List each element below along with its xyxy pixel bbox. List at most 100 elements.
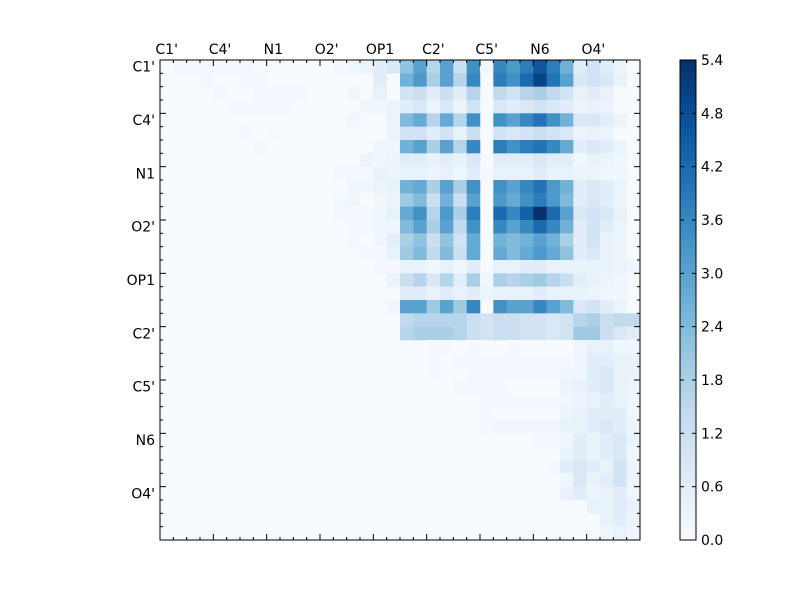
heatmap-cell	[413, 73, 427, 87]
heatmap-cell	[600, 446, 614, 461]
heatmap-cell	[400, 73, 414, 87]
heatmap-cell	[546, 86, 561, 101]
heatmap-cell	[613, 246, 627, 261]
heatmap-cell	[520, 100, 534, 114]
heatmap-cell	[400, 180, 414, 194]
heatmap-cell	[493, 100, 507, 114]
x-tick-label: O2'	[315, 42, 339, 58]
y-tick-label: C1'	[132, 60, 155, 76]
heatmap-cell	[613, 273, 627, 287]
heatmap-cell	[506, 60, 521, 74]
heatmap-cell	[506, 73, 521, 87]
heatmap-cell	[546, 233, 561, 247]
heatmap-cell	[546, 366, 561, 381]
heatmap-cell	[520, 153, 534, 167]
heatmap-cell	[626, 326, 641, 341]
heatmap-cell	[440, 233, 454, 247]
heatmap-cell	[480, 60, 494, 74]
heatmap-cell	[413, 246, 427, 261]
heatmap-cell	[413, 86, 427, 101]
colorbar-tick-label: 1.2	[701, 426, 723, 442]
heatmap-cell	[586, 286, 601, 301]
heatmap-cell	[240, 60, 254, 74]
heatmap-cell	[520, 393, 534, 407]
heatmap-cell	[533, 86, 547, 101]
heatmap-cell	[560, 460, 574, 474]
heatmap-cell	[386, 166, 401, 181]
heatmap-cell	[613, 313, 627, 327]
heatmap-cell	[560, 153, 574, 167]
heatmap-cell	[573, 273, 587, 287]
heatmap-cell	[560, 220, 574, 234]
heatmap-cell	[573, 353, 587, 367]
heatmap-cell	[533, 353, 547, 367]
heatmap-cell	[613, 486, 627, 501]
heatmap-cell	[600, 286, 614, 301]
heatmap-cell	[586, 326, 601, 341]
heatmap-cell	[413, 60, 427, 74]
heatmap-cell	[573, 380, 587, 394]
heatmap-cell	[520, 126, 534, 141]
heatmap-cell	[266, 86, 281, 101]
heatmap-cell	[240, 126, 254, 141]
heatmap-cell	[466, 313, 481, 327]
heatmap-cell	[533, 246, 547, 261]
heatmap-cell	[493, 140, 507, 154]
heatmap-cell	[626, 340, 641, 354]
colorbar-tick-label: 5.4	[701, 53, 723, 69]
heatmap-cell	[426, 140, 441, 154]
heatmap-cell	[333, 193, 347, 207]
heatmap-cell	[386, 273, 401, 287]
heatmap-cell	[493, 193, 507, 207]
heatmap-cell	[400, 140, 414, 154]
heatmap-cell	[413, 180, 427, 194]
heatmap-cell	[586, 446, 601, 461]
heatmap-cell	[533, 153, 547, 167]
heatmap-cell	[586, 366, 601, 381]
heatmap-cell	[386, 153, 401, 167]
heatmap-cell	[613, 353, 627, 367]
heatmap-cell	[560, 446, 574, 461]
heatmap-cell	[613, 406, 627, 421]
heatmap-cell	[573, 393, 587, 407]
heatmap-cell	[480, 393, 494, 407]
heatmap-cell	[493, 300, 507, 314]
heatmap-cell	[613, 153, 627, 167]
heatmap-cell	[560, 60, 574, 74]
heatmap-cell	[453, 286, 467, 301]
heatmap-cell	[413, 220, 427, 234]
heatmap-cell	[533, 420, 547, 434]
heatmap-cell	[600, 353, 614, 367]
heatmap-cell	[506, 326, 521, 341]
heatmap-cell	[466, 126, 481, 141]
colorbar-tick-label: 0.6	[701, 480, 723, 496]
heatmap-cell	[520, 220, 534, 234]
heatmap-cell	[520, 260, 534, 274]
heatmap-cell	[520, 246, 534, 261]
x-tick-label: N6	[530, 42, 549, 58]
heatmap-cell	[440, 313, 454, 327]
heatmap-cell	[560, 180, 574, 194]
heatmap-cell	[426, 180, 441, 194]
heatmap-cell	[400, 206, 414, 221]
heatmap-cell	[586, 353, 601, 367]
y-tick-label: C2'	[132, 326, 155, 342]
heatmap-cell	[573, 100, 587, 114]
heatmap-cell	[613, 60, 627, 74]
heatmap-cell	[546, 100, 561, 114]
y-tick-label: O2'	[131, 220, 155, 236]
heatmap-cell	[480, 166, 494, 181]
heatmap-cell	[440, 140, 454, 154]
heatmap-cell	[586, 140, 601, 154]
heatmap-cell	[600, 206, 614, 221]
heatmap-cell	[613, 220, 627, 234]
heatmap-cell	[626, 473, 641, 487]
heatmap-cell	[560, 73, 574, 87]
heatmap-cell	[560, 313, 574, 327]
heatmap-cell	[400, 60, 414, 74]
heatmap-cell	[493, 380, 507, 394]
heatmap-cell	[386, 60, 401, 74]
heatmap-cell	[546, 206, 561, 221]
heatmap-cell	[506, 300, 521, 314]
heatmap-cell	[586, 300, 601, 314]
